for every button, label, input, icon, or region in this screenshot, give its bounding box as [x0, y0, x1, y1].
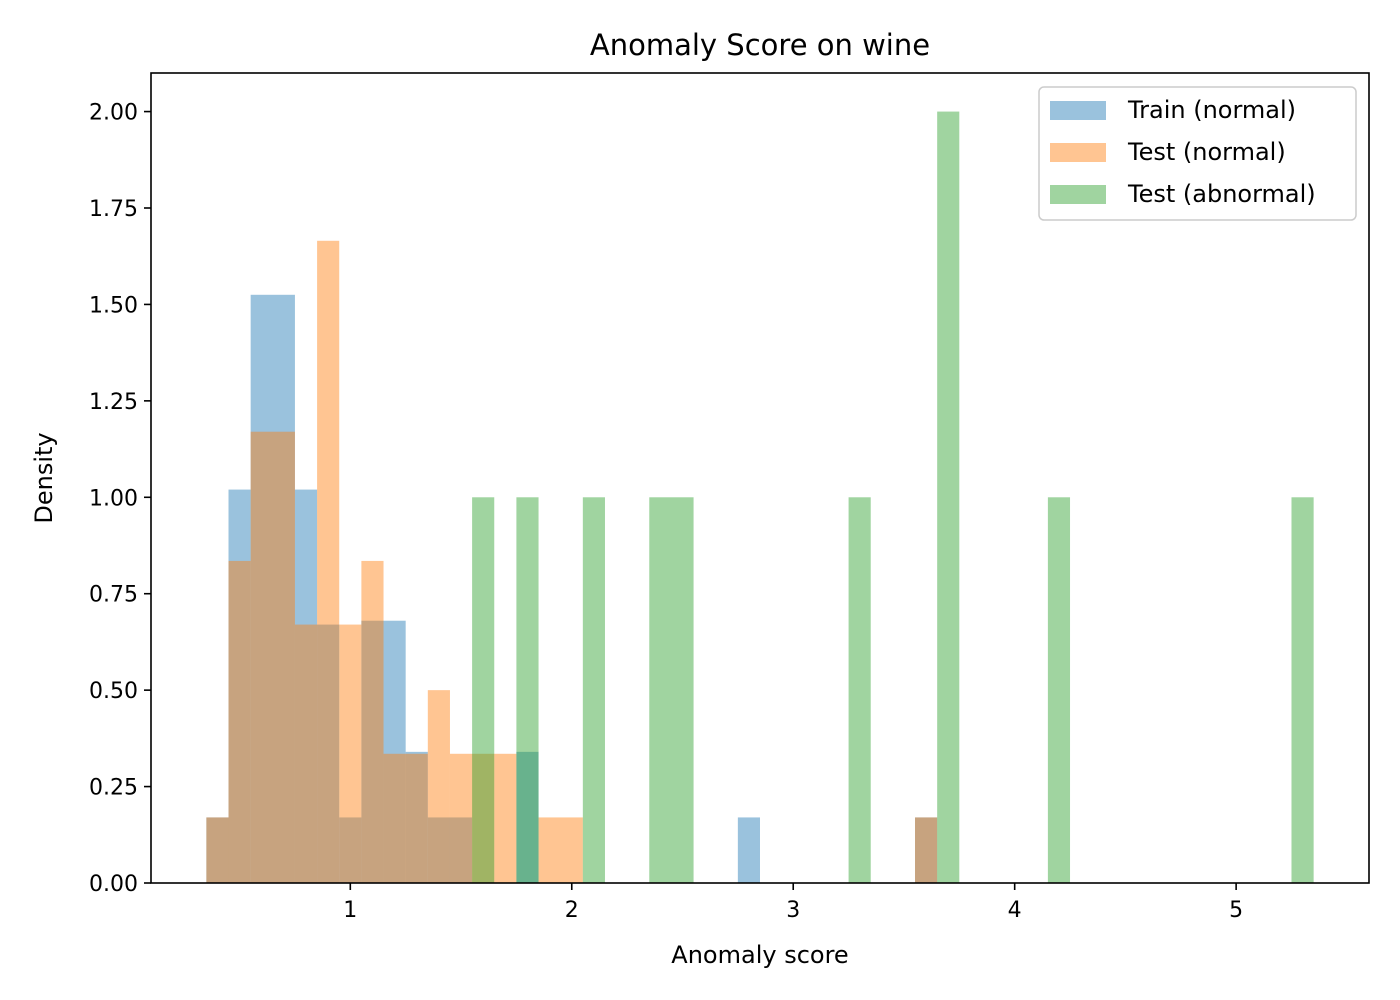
x-axis-title: Anomaly score	[671, 941, 848, 969]
bar-series-2-bin-5	[937, 111, 960, 884]
bar-series-1-bin-7	[383, 753, 428, 883]
bar-series-2-bin-4	[848, 497, 871, 883]
legend-label-1: Test (normal)	[1127, 138, 1286, 166]
bar-series-1-bin-11	[538, 817, 583, 883]
legend-swatch-0	[1050, 101, 1106, 120]
x-tick-label-3: 4	[1008, 898, 1022, 923]
x-tick-label-4: 5	[1229, 898, 1243, 923]
x-tick-label-1: 2	[565, 898, 579, 923]
bar-series-1-bin-3	[294, 624, 318, 883]
bar-series-1-bin-10	[494, 753, 517, 883]
legend-label-0: Train (normal)	[1127, 96, 1296, 124]
bar-series-1-bin-8	[427, 690, 450, 883]
legend-swatch-1	[1050, 143, 1106, 162]
y-tick-label-5: 1.25	[89, 390, 138, 415]
bar-series-1-bin-2	[250, 431, 295, 883]
bar-series-1-bin-1	[228, 560, 251, 883]
bar-series-1-bin-4	[317, 240, 340, 884]
bar-series-0-bin-0	[206, 817, 229, 883]
legend-swatch-2	[1050, 185, 1106, 204]
x-tick-label-2: 3	[786, 898, 800, 923]
plot-frame	[150, 72, 1370, 884]
y-axis: 0.00 0.25 0.50 0.75 1.00 1.25 1.50 1.75 2.00	[89, 101, 151, 897]
y-tick-label-8: 2.00	[89, 101, 138, 126]
bar-series-1-bin-0	[206, 817, 229, 883]
bar-series-0-bin-12	[915, 817, 938, 883]
y-tick-label-3: 0.75	[89, 583, 138, 608]
bar-series-2-bin-3	[649, 497, 694, 883]
bar-series-2-bin-1	[516, 497, 539, 883]
bar-series-0-bin-7	[383, 620, 406, 883]
bar-series-0-bin-1	[228, 489, 251, 883]
y-tick-label-7: 1.75	[89, 197, 138, 222]
y-tick-label-6: 1.50	[89, 293, 138, 318]
legend-label-2: Test (abnormal)	[1127, 180, 1316, 208]
y-tick-label-2: 0.50	[89, 679, 138, 704]
y-tick-label-0: 0.00	[89, 872, 138, 897]
bar-series-1-bin-5	[339, 624, 362, 883]
x-tick-label-0: 1	[343, 898, 357, 923]
bar-series-1-bin-6	[361, 560, 384, 883]
bar-series-0-bin-6	[361, 620, 384, 883]
legend: Train (normal) Test (normal) Test (abnorma…	[1038, 86, 1357, 221]
y-axis-title: Density	[30, 432, 58, 523]
bar-series-1-bin-9	[449, 753, 495, 883]
bar-series-2-bin-0	[472, 497, 495, 883]
y-tick-label-4: 1.00	[89, 486, 138, 511]
bar-series-0-bin-4	[317, 624, 340, 883]
bar-series-0-bin-10	[516, 751, 539, 883]
bar-series-0-bin-9	[427, 817, 473, 883]
bar-series-2-bin-2	[582, 497, 605, 883]
bar-series-0-bin-8	[405, 751, 428, 883]
chart-title: Anomaly Score on wine	[590, 28, 930, 62]
bar-series-0-bin-11	[737, 817, 760, 883]
bar-series-0-bin-2	[250, 294, 295, 883]
bar-series-2-bin-6	[1047, 497, 1071, 883]
bar-series-2-bin-7	[1291, 497, 1314, 883]
bar-series-0-bin-3	[294, 489, 318, 883]
legend-frame	[1038, 86, 1357, 221]
bar-series-1-bin-12	[915, 817, 938, 883]
bars-layer	[206, 111, 1314, 884]
x-axis: 1 2 3 4 5	[343, 883, 1243, 923]
bar-series-0-bin-5	[339, 817, 362, 883]
y-tick-label-1: 0.25	[89, 776, 138, 801]
